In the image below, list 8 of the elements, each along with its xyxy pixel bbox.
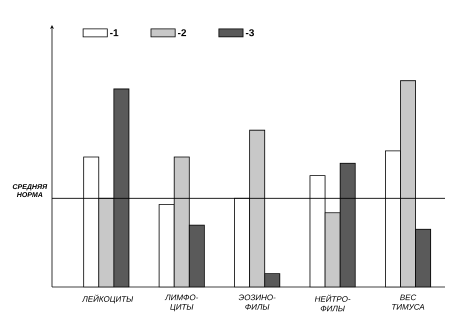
legend-label: -3 <box>246 29 254 36</box>
legend-label: -1 <box>110 29 118 36</box>
x-tick-label: ВЕС ТИМУСА <box>392 294 424 310</box>
x-tick-label: ЛЕЙКОЦИТЫ <box>82 294 134 304</box>
legend-label: -2 <box>178 29 186 36</box>
x-tick-label: ЛИМФО- ЦИТЫ <box>164 294 198 312</box>
x-tick-label: НЕЙТРО- ФИЛЫ <box>314 294 350 312</box>
x-tick-label: ЭОЗИНО- ФИЛЫ <box>238 294 276 310</box>
